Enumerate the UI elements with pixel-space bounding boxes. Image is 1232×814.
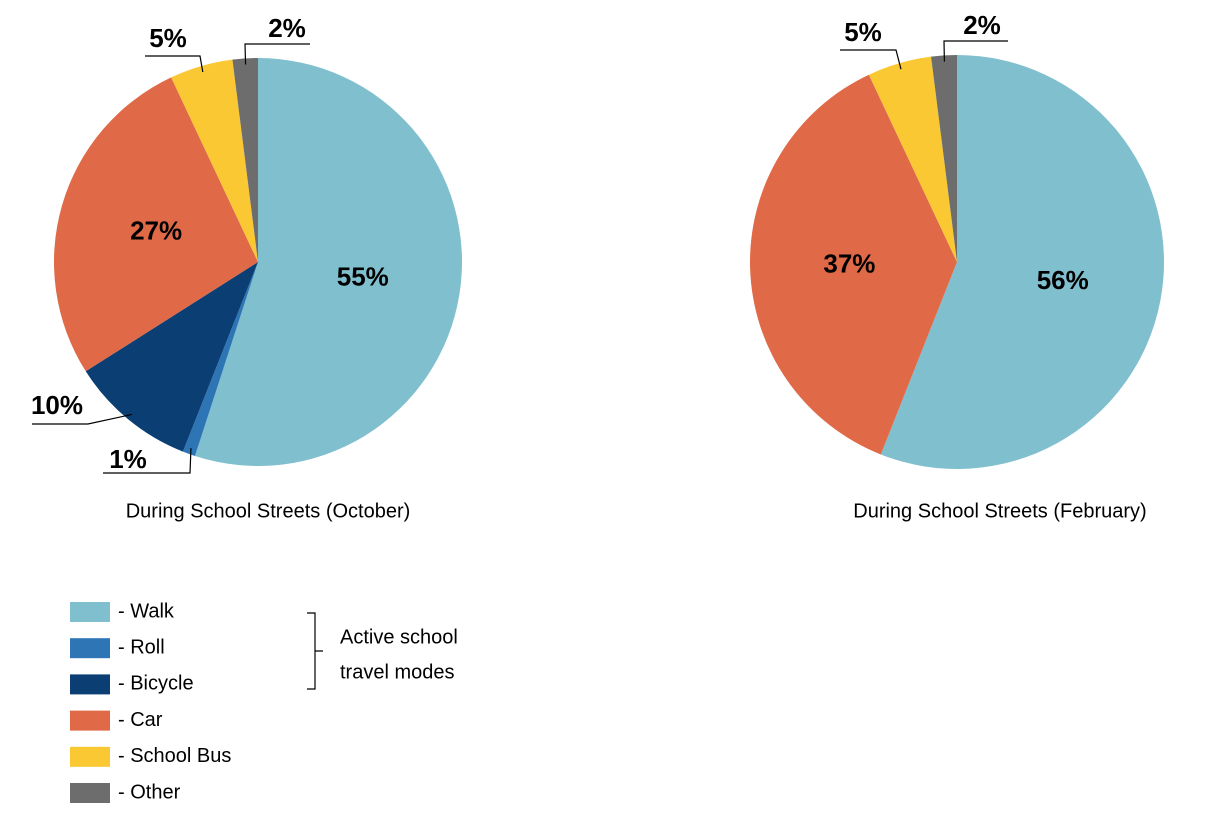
value-label: 10% [31, 390, 83, 420]
leader-line [244, 43, 310, 65]
legend-swatch [70, 746, 110, 767]
leader-line [145, 55, 204, 73]
pie-slice [750, 74, 957, 455]
leader-line [32, 413, 132, 425]
pie-slice [171, 59, 258, 263]
value-label: 2% [963, 10, 1001, 40]
value-label: 27% [130, 215, 182, 245]
legend-label: - Walk [118, 600, 175, 622]
value-label: 2% [268, 13, 306, 43]
value-label: 5% [844, 17, 882, 47]
legend-label: - Roll [118, 636, 165, 658]
value-label: 5% [149, 23, 187, 53]
legend-swatch [70, 783, 110, 803]
pie-slice [880, 55, 1164, 469]
pie-slice [232, 58, 258, 262]
bracket-label: travel modes [340, 661, 455, 683]
legend-label: - Other [118, 781, 181, 803]
legend-label: - Car [118, 709, 163, 731]
legend-label: - Bicycle [118, 673, 194, 695]
pie-slice [194, 58, 462, 467]
legend-swatch [70, 674, 110, 695]
pie-slice [182, 262, 258, 457]
legend-swatch [70, 638, 110, 659]
bracket-label: Active school [340, 626, 458, 648]
leader-line [103, 448, 192, 474]
pie-slice [54, 77, 258, 372]
leader-line [840, 49, 902, 70]
legend-swatch [70, 710, 110, 731]
bracket-line [307, 612, 323, 690]
legend-label: - School Bus [118, 745, 231, 767]
leader-line [943, 40, 1008, 62]
bracket [307, 612, 323, 690]
pie-slice [868, 56, 957, 262]
value-label: 37% [823, 248, 875, 278]
chart-title: During School Streets (October) [126, 500, 411, 522]
value-label: 1% [109, 444, 147, 474]
value-label: 55% [337, 261, 389, 291]
pie-slice [931, 55, 957, 262]
value-label: 56% [1037, 265, 1089, 295]
chart-title: During School Streets (February) [853, 500, 1146, 522]
pie-slice [85, 262, 258, 452]
legend-swatch [70, 602, 110, 622]
